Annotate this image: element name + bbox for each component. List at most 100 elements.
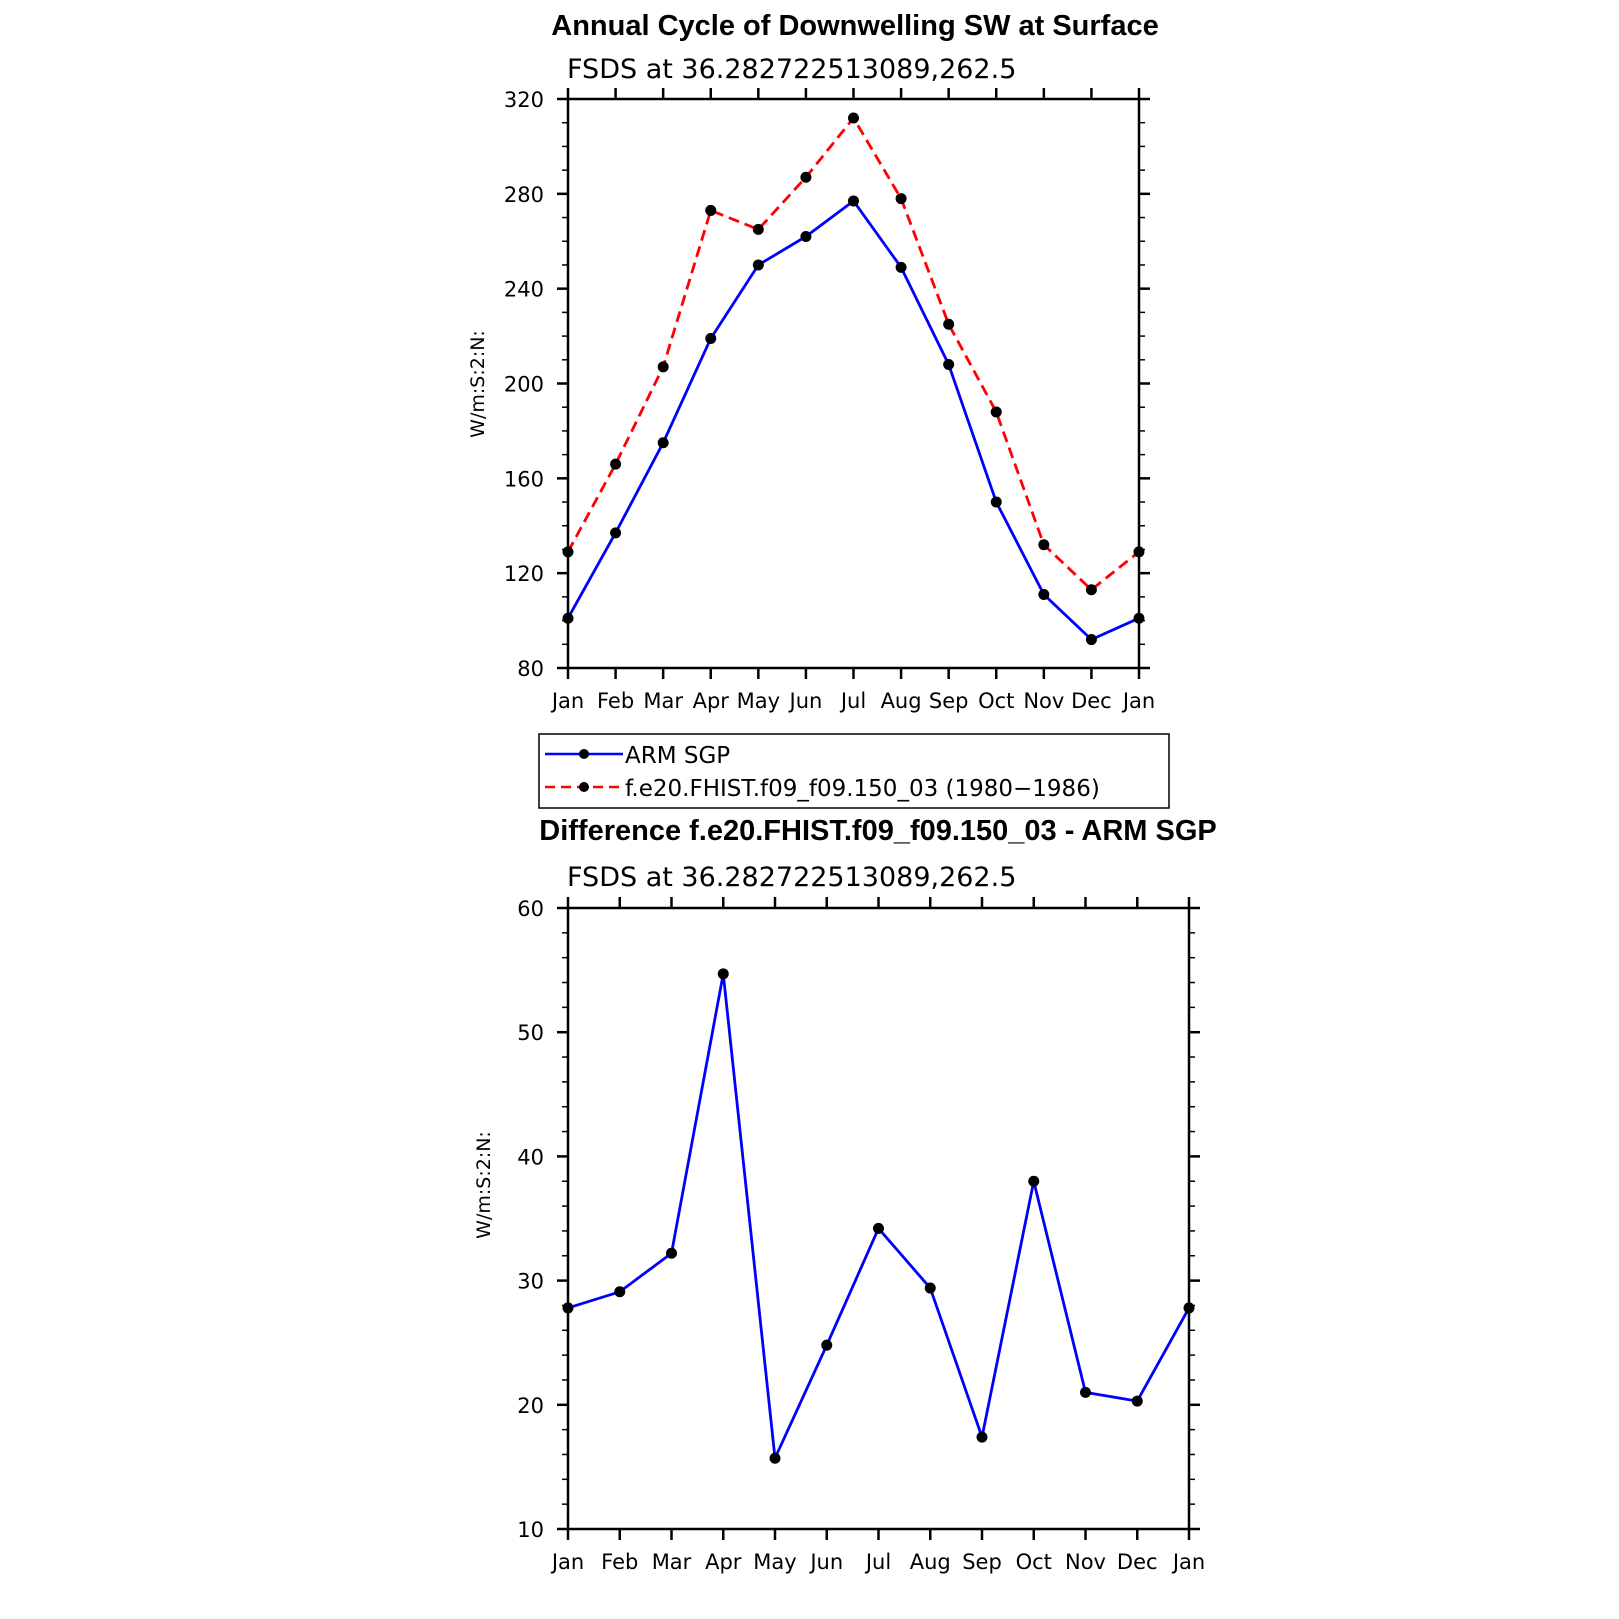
- data-point: [769, 1452, 781, 1464]
- data-point: [848, 112, 859, 124]
- y-tick-label: 10: [517, 1518, 544, 1542]
- tick-labels: Jan Feb Mar Apr May Jun Jul Aug Sep Oct Nov Dec Jan8…: [504, 88, 1155, 713]
- y-tick-label: 280: [504, 183, 544, 207]
- y-tick-label: 30: [517, 1270, 544, 1294]
- x-tick-label: Nov: [1065, 1550, 1106, 1574]
- y-tick-label: 40: [517, 1145, 544, 1169]
- data-point: [976, 1431, 988, 1443]
- ticks: [557, 88, 1150, 679]
- x-tick-label: Jul: [839, 689, 866, 713]
- series-line-0: [566, 199, 1140, 641]
- data-point: [610, 458, 622, 470]
- difference-chart: Difference f.e20.FHIST.f09_f09.150_03 - …: [473, 815, 1217, 1574]
- x-tick-label: Jan: [1171, 1550, 1205, 1574]
- data-point: [990, 496, 1002, 508]
- x-tick-label: Mar: [643, 689, 683, 713]
- x-tick-label: Apr: [693, 689, 730, 713]
- x-tick-label: Jan: [1121, 689, 1155, 713]
- y-axis-label: W/m:S:2:N:: [473, 1131, 495, 1239]
- y-tick-label: 60: [517, 897, 544, 921]
- data-point: [562, 546, 574, 558]
- y-tick-label: 80: [517, 657, 544, 681]
- data-point: [705, 204, 717, 216]
- tick-labels: Jan Feb Mar Apr May Jun Jul Aug Sep Oct Nov Dec Jan1…: [517, 897, 1205, 1574]
- data-point: [1133, 546, 1145, 558]
- y-tick-label: 20: [517, 1394, 544, 1418]
- ticks: [557, 897, 1200, 1540]
- y-tick-label: 320: [504, 88, 544, 112]
- data-point: [895, 261, 907, 273]
- data-point: [924, 1282, 936, 1294]
- y-tick-label: 240: [504, 278, 544, 302]
- x-tick-label: Aug: [910, 1550, 951, 1574]
- data-point: [1085, 584, 1097, 596]
- data-point: [705, 332, 717, 344]
- x-tick-label: Oct: [1016, 1550, 1052, 1574]
- x-tick-label: Dec: [1117, 1550, 1158, 1574]
- data-point: [1080, 1386, 1091, 1398]
- legend-box: [538, 733, 1170, 809]
- x-tick-label: Oct: [978, 689, 1014, 713]
- data-point: [614, 1286, 626, 1298]
- x-tick-label: May: [753, 1550, 796, 1574]
- series-line-0: [567, 972, 1191, 1460]
- data-point: [752, 223, 764, 235]
- annual-cycle-chart: Annual Cycle of Downwelling SW at Surfac…: [467, 10, 1159, 713]
- y-tick-label: 200: [504, 373, 544, 397]
- series-group: [562, 112, 1145, 646]
- x-tick-label: Jul: [864, 1550, 891, 1574]
- x-tick-label: Feb: [601, 1550, 638, 1574]
- x-tick-label: Sep: [929, 689, 969, 713]
- data-point: [1038, 539, 1050, 551]
- x-tick-label: May: [737, 689, 780, 713]
- plot-frame: [566, 906, 1191, 1531]
- data-point: [717, 968, 729, 980]
- legend-label-model: f.e20.FHIST.f09_f09.150_03 (1980−1986): [625, 776, 1100, 802]
- x-tick-label: Dec: [1071, 689, 1112, 713]
- data-point: [752, 259, 764, 271]
- chart-title: Annual Cycle of Downwelling SW at Surfac…: [551, 10, 1158, 42]
- x-tick-label: Nov: [1023, 689, 1064, 713]
- y-axis-label: W/m:S:2:N:: [467, 330, 489, 438]
- legend-marker-model: [579, 782, 589, 792]
- x-tick-label: Feb: [597, 689, 634, 713]
- data-point: [848, 195, 859, 207]
- series-group: [562, 968, 1195, 1464]
- x-tick-label: Jan: [550, 689, 584, 713]
- data-point: [610, 527, 622, 539]
- data-point: [1085, 634, 1097, 646]
- data-point: [562, 1302, 574, 1314]
- x-tick-label: Sep: [962, 1550, 1002, 1574]
- data-point: [800, 171, 812, 183]
- data-point: [1028, 1175, 1040, 1187]
- data-point: [895, 193, 907, 205]
- data-point: [1131, 1395, 1143, 1407]
- legend-label-arm: ARM SGP: [625, 743, 730, 769]
- series-line-1: [566, 116, 1140, 592]
- data-point: [562, 612, 574, 624]
- data-point: [873, 1222, 884, 1234]
- x-tick-label: Jun: [808, 1550, 843, 1574]
- y-tick-label: 120: [504, 562, 544, 586]
- data-point: [821, 1339, 833, 1351]
- y-tick-label: 160: [504, 467, 544, 491]
- data-point: [990, 406, 1002, 418]
- chart-title: Difference f.e20.FHIST.f09_f09.150_03 - …: [539, 815, 1216, 847]
- data-point: [1133, 612, 1145, 624]
- data-point: [800, 231, 812, 243]
- chart-subtitle: FSDS at 36.282722513089,262.5: [567, 862, 1016, 893]
- data-point: [943, 318, 955, 330]
- x-tick-label: Jan: [550, 1550, 584, 1574]
- data-point: [666, 1247, 677, 1259]
- x-tick-label: Aug: [881, 689, 922, 713]
- data-point: [943, 359, 955, 371]
- x-tick-label: Apr: [705, 1550, 742, 1574]
- x-tick-label: Jun: [788, 689, 823, 713]
- x-tick-label: Mar: [652, 1550, 692, 1574]
- data-point: [1183, 1302, 1195, 1314]
- legend: ARM SGP f.e20.FHIST.f09_f09.150_03 (1980…: [538, 733, 1170, 809]
- legend-marker-arm: [579, 749, 589, 759]
- data-point: [1038, 589, 1050, 601]
- y-tick-label: 50: [517, 1021, 544, 1045]
